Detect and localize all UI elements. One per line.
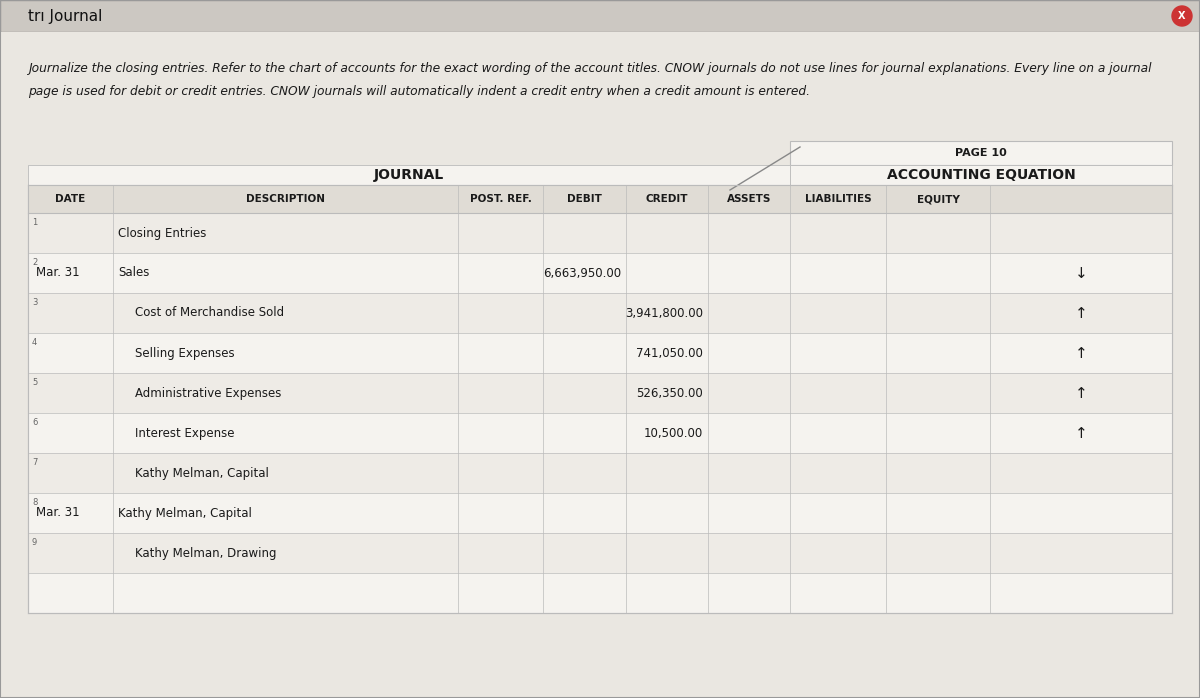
Bar [28,493,1172,533]
Bar [28,185,1172,213]
Text: 3,941,800.00: 3,941,800.00 [625,306,703,320]
Text: 3: 3 [32,298,37,307]
FancyBboxPatch shape [790,141,1172,165]
Circle shape [1172,6,1192,26]
Text: DESCRIPTION: DESCRIPTION [246,194,325,204]
Bar [0,0,1200,32]
Text: Administrative Expenses: Administrative Expenses [134,387,281,399]
Text: Interest Expense: Interest Expense [134,426,234,440]
Bar [28,373,1172,413]
Text: X: X [1178,11,1186,21]
Text: ↓: ↓ [1075,265,1087,281]
Bar [28,253,1172,293]
Text: 2: 2 [32,258,37,267]
Text: PAGE 10: PAGE 10 [955,148,1007,158]
Bar [28,413,1172,453]
Bar [28,213,1172,253]
Text: JOURNAL: JOURNAL [374,168,444,182]
Text: Journalize the closing entries. Refer to the chart of accounts for the exact wor: Journalize the closing entries. Refer to… [28,62,1152,75]
Bar [28,453,1172,493]
Bar [28,185,1172,613]
Text: ↑: ↑ [1075,306,1087,320]
Text: 10,500.00: 10,500.00 [643,426,703,440]
Text: 9: 9 [32,538,37,547]
Text: Cost of Merchandise Sold: Cost of Merchandise Sold [134,306,284,320]
Text: DEBIT: DEBIT [568,194,602,204]
Text: LIABILITIES: LIABILITIES [805,194,871,204]
Text: EQUITY: EQUITY [917,194,960,204]
Text: Mar. 31: Mar. 31 [36,267,79,279]
Text: Kathy Melman, Capital: Kathy Melman, Capital [118,507,252,519]
Text: ACCOUNTING EQUATION: ACCOUNTING EQUATION [887,168,1075,182]
Text: CREDIT: CREDIT [646,194,689,204]
Text: 526,350.00: 526,350.00 [636,387,703,399]
Text: Selling Expenses: Selling Expenses [134,346,235,359]
Text: ↑: ↑ [1075,346,1087,360]
Bar [28,533,1172,573]
Bar [28,293,1172,333]
Text: 4: 4 [32,338,37,347]
Bar [28,165,790,185]
Text: page is used for debit or credit entries. CNOW journals will automatically inden: page is used for debit or credit entries… [28,85,810,98]
Text: 6,663,950.00: 6,663,950.00 [542,267,622,279]
Text: 8: 8 [32,498,37,507]
Text: 741,050.00: 741,050.00 [636,346,703,359]
Text: Kathy Melman, Capital: Kathy Melman, Capital [134,466,269,480]
Text: DATE: DATE [55,194,85,204]
Text: 6: 6 [32,418,37,427]
Text: Closing Entries: Closing Entries [118,226,206,239]
Text: ASSETS: ASSETS [727,194,772,204]
Text: Kathy Melman, Drawing: Kathy Melman, Drawing [134,547,276,560]
Text: 5: 5 [32,378,37,387]
Bar [790,165,1172,185]
Bar [28,333,1172,373]
Text: Mar. 31: Mar. 31 [36,507,79,519]
Text: POST. REF.: POST. REF. [469,194,532,204]
Text: Sales: Sales [118,267,149,279]
Text: ↑: ↑ [1075,426,1087,440]
Text: 1: 1 [32,218,37,227]
Text: ↑: ↑ [1075,385,1087,401]
Text: trı Journal: trı Journal [28,8,102,24]
Text: 7: 7 [32,458,37,467]
